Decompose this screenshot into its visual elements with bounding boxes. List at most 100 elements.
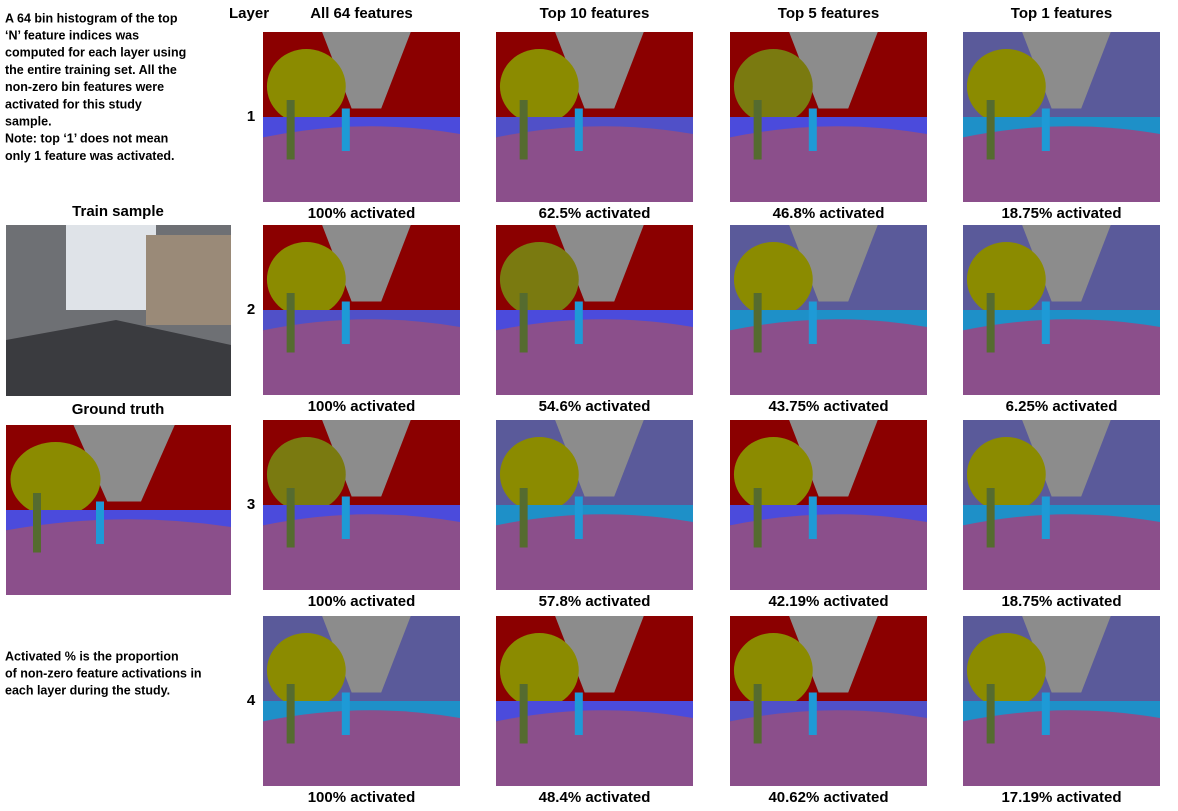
- pole: [520, 293, 528, 353]
- note-line: non-zero bin features were: [5, 80, 164, 94]
- note-line: Activated % is the proportion: [5, 649, 179, 663]
- activation-map: [963, 420, 1160, 590]
- truth-label: Ground truth: [72, 401, 164, 418]
- person: [575, 302, 583, 345]
- tree: [267, 49, 346, 124]
- pole: [987, 488, 995, 548]
- tree: [734, 633, 813, 708]
- pole: [987, 293, 995, 353]
- note-line: of non-zero feature activations in: [5, 666, 202, 680]
- pole: [287, 100, 295, 160]
- person: [575, 109, 583, 152]
- tree: [500, 437, 579, 512]
- activation-caption: 100% activated: [308, 205, 416, 222]
- tree: [267, 242, 346, 317]
- person: [809, 302, 817, 345]
- pole: [520, 100, 528, 160]
- note-line: A 64 bin histogram of the top: [5, 11, 178, 25]
- tree: [500, 242, 579, 317]
- activation-map: [963, 225, 1160, 395]
- column-label: Top 10 features: [540, 5, 650, 22]
- pole: [754, 100, 762, 160]
- truth-image: [6, 425, 231, 595]
- activation-map: [730, 616, 927, 786]
- pole: [754, 684, 762, 744]
- pole: [520, 488, 528, 548]
- activation-map: [496, 420, 693, 590]
- column-label: Top 5 features: [778, 5, 879, 22]
- person: [575, 497, 583, 540]
- note-line: computed for each layer using: [5, 46, 186, 60]
- activation-caption: 6.25% activated: [1006, 398, 1118, 415]
- activation-map: [263, 420, 460, 590]
- activation-map: [963, 616, 1160, 786]
- activation-map: [263, 32, 460, 202]
- activation-caption: 48.4% activated: [539, 789, 651, 806]
- row-label: 4: [247, 692, 256, 709]
- activation-caption: 46.8% activated: [773, 205, 885, 222]
- tree: [500, 633, 579, 708]
- activation-caption: 40.62% activated: [768, 789, 888, 806]
- tree: [967, 633, 1046, 708]
- note-line: each layer during the study.: [5, 683, 170, 697]
- note-line: ‘N’ feature indices was: [5, 28, 139, 42]
- activation-caption: 54.6% activated: [539, 398, 651, 415]
- pole: [287, 488, 295, 548]
- tree: [967, 49, 1046, 124]
- pole: [754, 488, 762, 548]
- row-label: 1: [247, 108, 255, 125]
- column-label: All 64 features: [310, 5, 413, 22]
- tree: [734, 437, 813, 512]
- person: [342, 693, 350, 736]
- person: [1042, 302, 1050, 345]
- activation-caption: 18.75% activated: [1001, 205, 1121, 222]
- person: [1042, 109, 1050, 152]
- train-label: Train sample: [72, 203, 164, 220]
- pole: [754, 293, 762, 353]
- pole: [520, 684, 528, 744]
- person: [1042, 497, 1050, 540]
- tree: [734, 49, 813, 124]
- activation-map: [496, 32, 693, 202]
- note-line: only 1 feature was activated.: [5, 149, 175, 163]
- activation-map: [730, 32, 927, 202]
- note-line: activated for this study: [5, 97, 142, 111]
- column-label: Top 1 features: [1011, 5, 1112, 22]
- person: [809, 693, 817, 736]
- activation-map: [963, 32, 1160, 202]
- activation-map: [263, 616, 460, 786]
- activation-map: [496, 616, 693, 786]
- activation-caption: 17.19% activated: [1001, 789, 1121, 806]
- activation-caption: 18.75% activated: [1001, 593, 1121, 610]
- pole: [287, 684, 295, 744]
- tree: [500, 49, 579, 124]
- activation-map: [730, 420, 927, 590]
- person: [342, 497, 350, 540]
- activation-caption: 62.5% activated: [539, 205, 651, 222]
- activation-caption: 57.8% activated: [539, 593, 651, 610]
- activation-map: [730, 225, 927, 395]
- tree: [11, 442, 101, 517]
- activation-map: [496, 225, 693, 395]
- person: [342, 109, 350, 152]
- person: [575, 693, 583, 736]
- person: [342, 302, 350, 345]
- pole: [987, 684, 995, 744]
- row-label: 2: [247, 301, 255, 318]
- person: [96, 502, 104, 545]
- activation-caption: 42.19% activated: [768, 593, 888, 610]
- person: [809, 109, 817, 152]
- note-line: Note: top ‘1’ does not mean: [5, 132, 168, 146]
- pole: [287, 293, 295, 353]
- pole: [33, 493, 41, 553]
- figure: A 64 bin histogram of the top ‘N’ feature…: [0, 0, 1178, 811]
- person: [809, 497, 817, 540]
- activation-caption: 100% activated: [308, 593, 416, 610]
- tree: [967, 242, 1046, 317]
- activation-caption: 100% activated: [308, 398, 416, 415]
- activation-map: [263, 225, 460, 395]
- tree: [734, 242, 813, 317]
- person: [1042, 693, 1050, 736]
- train-image: [6, 225, 231, 396]
- pole: [987, 100, 995, 160]
